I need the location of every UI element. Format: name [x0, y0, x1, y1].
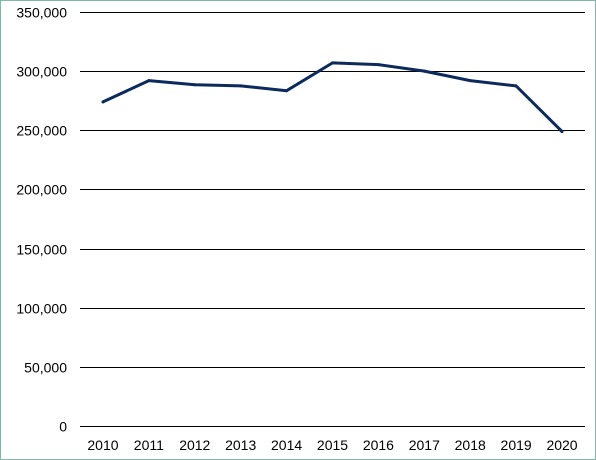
y-axis: 0 50,000 100,000 150,000 200,000 250,000 300,0…: [16, 5, 67, 435]
data-point: [239, 84, 243, 88]
x-axis: 2010 2011 2012 2013 2014 2015 2016 2017 2018 2019…: [87, 437, 577, 453]
x-tick-label: 2013: [225, 437, 256, 453]
data-point: [560, 130, 564, 133]
x-tick-label: 2012: [179, 437, 210, 453]
y-tick-label: 150,000: [16, 242, 67, 258]
y-tick-label: 100,000: [16, 301, 67, 317]
y-tick-label: 350,000: [16, 5, 67, 21]
series-line: [101, 61, 564, 133]
x-tick-label: 2014: [271, 437, 302, 453]
y-tick-label: 200,000: [16, 182, 67, 198]
gridlines: [80, 12, 585, 427]
y-tick-label: 250,000: [16, 123, 67, 139]
data-point: [147, 79, 151, 83]
data-point: [331, 61, 334, 65]
y-tick-label: 300,000: [16, 64, 67, 80]
data-point: [422, 69, 426, 73]
data-point: [376, 63, 380, 67]
data-point: [468, 79, 472, 83]
x-tick-label: 2010: [87, 437, 118, 453]
x-tick-label: 2018: [455, 437, 486, 453]
x-tick-label: 2020: [546, 437, 577, 453]
data-point: [193, 83, 197, 87]
data-point: [514, 84, 518, 88]
data-point: [101, 100, 105, 104]
x-tick-label: 2011: [134, 437, 164, 453]
y-tick-label: 0: [59, 419, 67, 435]
x-tick-label: 2019: [501, 437, 532, 453]
y-tick-label: 50,000: [24, 360, 67, 376]
data-point: [285, 89, 289, 93]
x-tick-label: 2016: [363, 437, 394, 453]
x-tick-label: 2017: [409, 437, 440, 453]
x-tick-label: 2015: [317, 437, 348, 453]
series-layer: [101, 61, 564, 133]
